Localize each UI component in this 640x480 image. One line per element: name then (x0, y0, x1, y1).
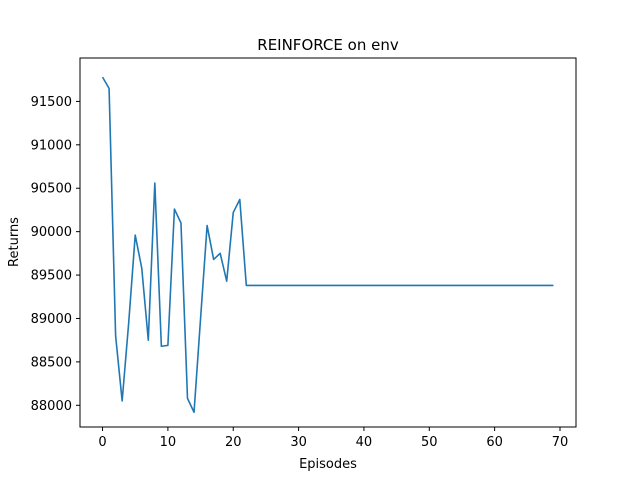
series-group (101, 76, 554, 414)
x-tick-label: 0 (98, 435, 106, 450)
chart-title: REINFORCE on env (257, 36, 399, 54)
plot-area (79, 57, 577, 428)
x-tick-label: 70 (552, 435, 569, 450)
x-tick-label: 30 (290, 435, 307, 450)
x-tick-label: 60 (486, 435, 503, 450)
x-tick-label: 40 (356, 435, 373, 450)
y-axis: 88000 88500 89000 89500 90000 90500 91000 91500 (31, 95, 80, 414)
x-tick-label: 10 (160, 435, 177, 450)
y-tick-label: 90500 (31, 182, 72, 197)
y-axis-label: Returns (7, 217, 22, 267)
series-line-0 (101, 76, 554, 414)
y-tick-label: 90000 (31, 225, 72, 240)
x-axis-label: Episodes (299, 457, 357, 472)
y-tick-label: 88000 (31, 399, 72, 414)
y-tick-label: 91000 (31, 138, 72, 153)
x-tick-label: 20 (225, 435, 242, 450)
y-tick-label: 89000 (31, 312, 72, 327)
y-tick-label: 88500 (31, 355, 72, 370)
x-axis: 0 10 20 30 40 50 60 70 (98, 427, 568, 450)
y-tick-label: 91500 (31, 95, 72, 110)
y-tick-label: 89500 (31, 269, 72, 284)
x-tick-label: 50 (421, 435, 438, 450)
